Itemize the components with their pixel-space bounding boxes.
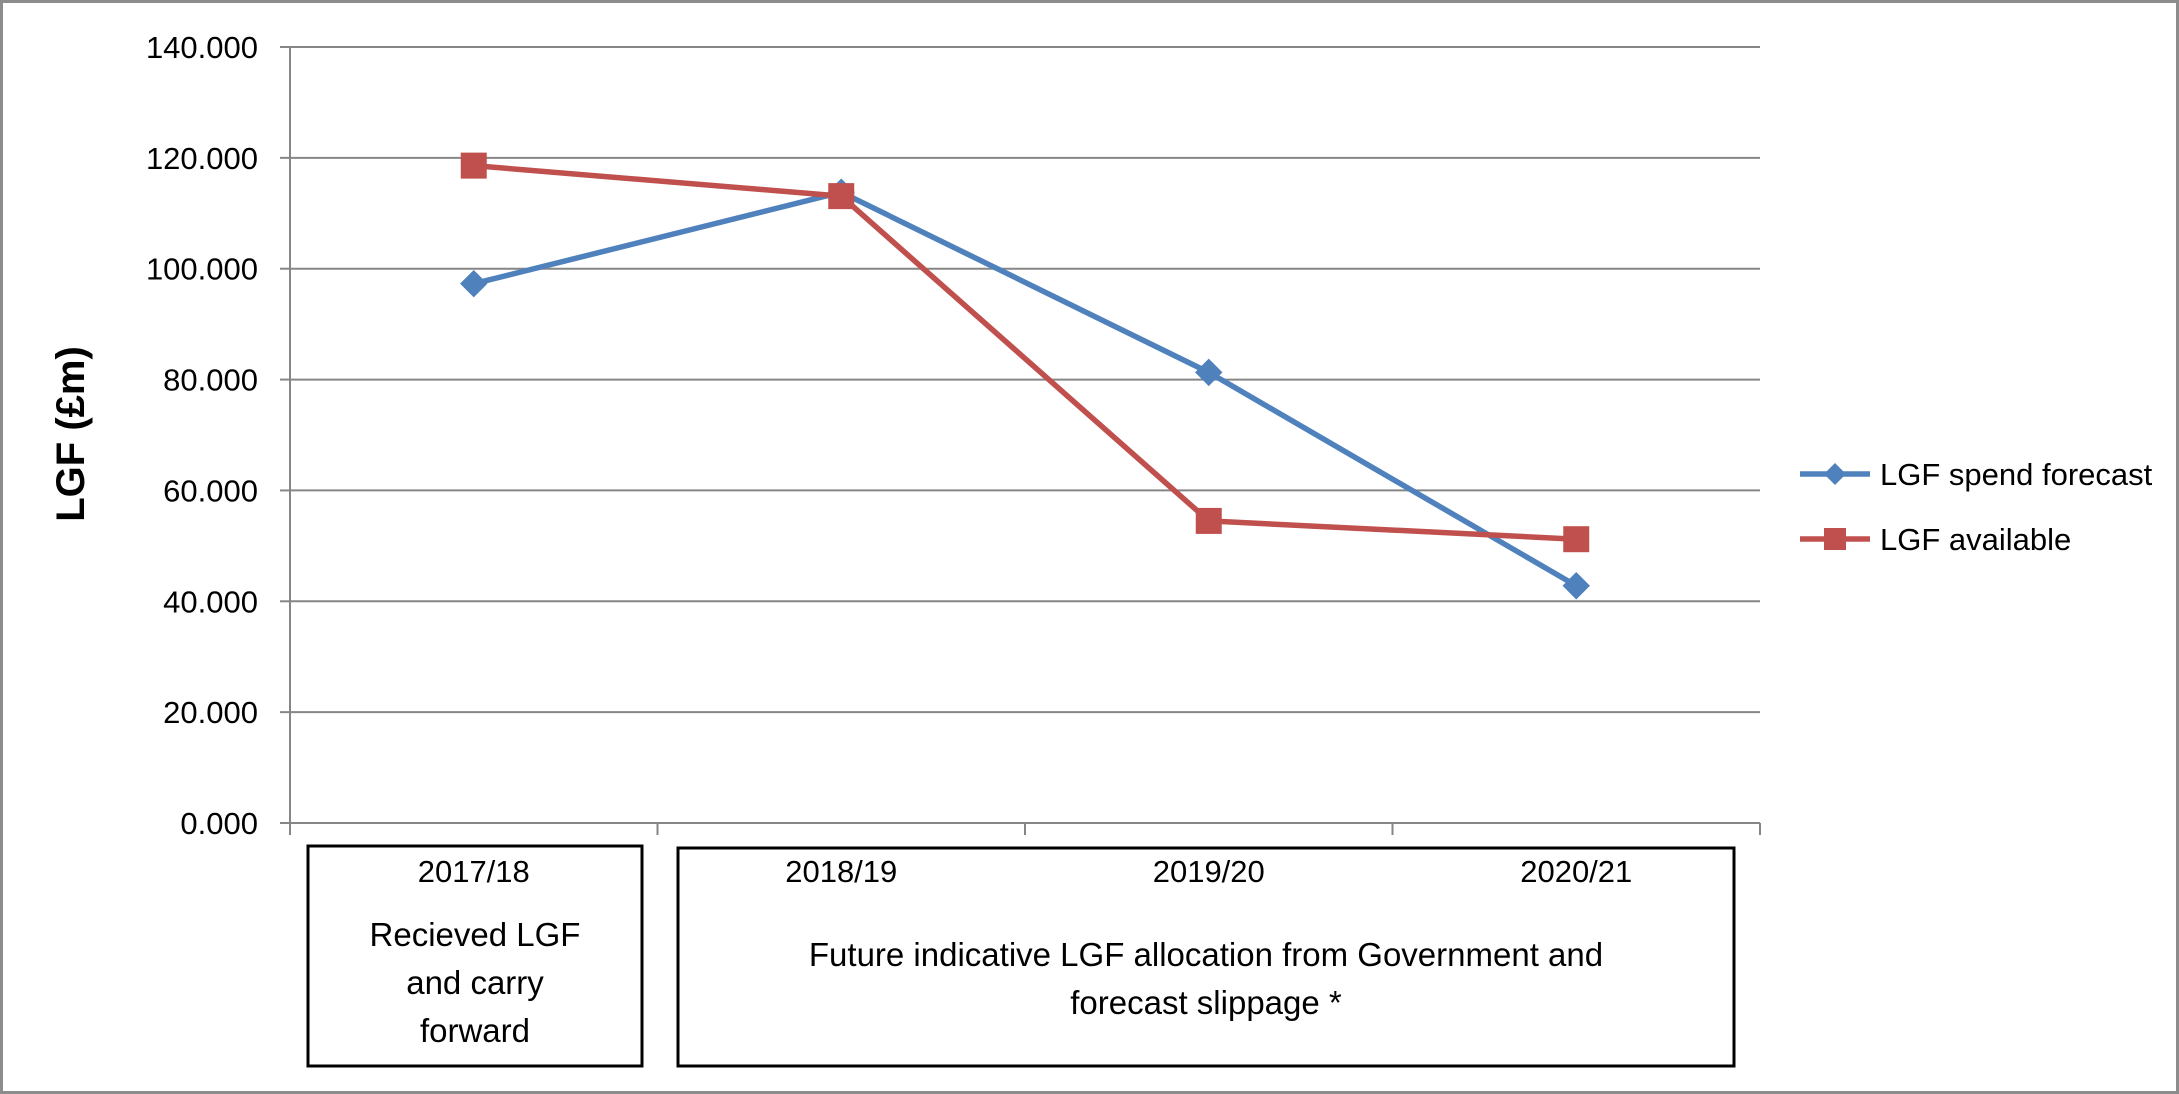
annotation-box: Future indicative LGF allocation from Go… <box>676 846 1736 1068</box>
legend-marker-diamond <box>1824 463 1846 485</box>
y-tick-label: 140.000 <box>146 30 258 65</box>
x-tick-label: 2019/20 <box>1153 854 1265 889</box>
y-tick-label: 80.000 <box>163 363 258 398</box>
y-tick-label: 60.000 <box>163 473 258 508</box>
legend-label: LGF spend forecast <box>1880 457 2153 492</box>
data-point-square <box>1563 526 1590 553</box>
legend-marker-square <box>1824 528 1846 550</box>
y-tick-label: 100.000 <box>146 252 258 287</box>
y-tick-labels: 0.000 20.000 40.000 60.000 80.000 100.000 120.… <box>146 30 258 841</box>
axes <box>280 46 1761 835</box>
annotation-border <box>676 846 1736 1068</box>
legend-item: LGF available <box>1800 522 2071 557</box>
annotation-text-line: forecast slippage * <box>1070 984 1342 1021</box>
legend-item: LGF spend forecast <box>1800 457 2153 492</box>
x-tick-label: 2017/18 <box>418 854 530 889</box>
annotation-border <box>306 844 644 1068</box>
y-tick-label: 40.000 <box>163 584 258 619</box>
series-line <box>473 162 1577 542</box>
data-point-square <box>1195 507 1222 534</box>
data-point-diamond <box>1195 358 1223 387</box>
annotation-box: Recieved LGF and carry forward <box>306 844 644 1068</box>
annotation-text-line: Recieved LGF <box>370 916 581 953</box>
legend-label: LGF available <box>1880 522 2071 557</box>
annotation-text-line: and carry <box>406 964 544 1001</box>
series-line <box>473 189 1578 589</box>
data-point-diamond <box>460 269 488 298</box>
annotation-boxes: Recieved LGF and carry forward Future indic… <box>306 844 1736 1068</box>
x-tick-label: 2018/19 <box>785 854 897 889</box>
y-tick-label: 120.000 <box>146 141 258 176</box>
series-lgf-available <box>460 152 1590 553</box>
legend: LGF spend forecast LGF available <box>1800 457 2153 557</box>
y-axis-label: LGF (£m) <box>49 346 93 522</box>
series-lgf-spend-forecast <box>460 178 1590 600</box>
gridlines <box>290 46 1760 714</box>
annotation-text-line: Future indicative LGF allocation from Go… <box>809 936 1603 973</box>
series-group <box>460 152 1590 600</box>
y-tick-label: 0.000 <box>180 806 258 841</box>
data-point-square <box>828 183 855 210</box>
annotation-text-line: forward <box>420 1012 530 1049</box>
data-point-diamond <box>1562 572 1590 600</box>
data-point-square <box>460 152 487 179</box>
x-tick-label: 2020/21 <box>1520 854 1632 889</box>
y-tick-label: 20.000 <box>163 695 258 730</box>
x-tick-labels: 2017/18 2018/19 2019/20 2020/21 <box>418 854 1633 889</box>
